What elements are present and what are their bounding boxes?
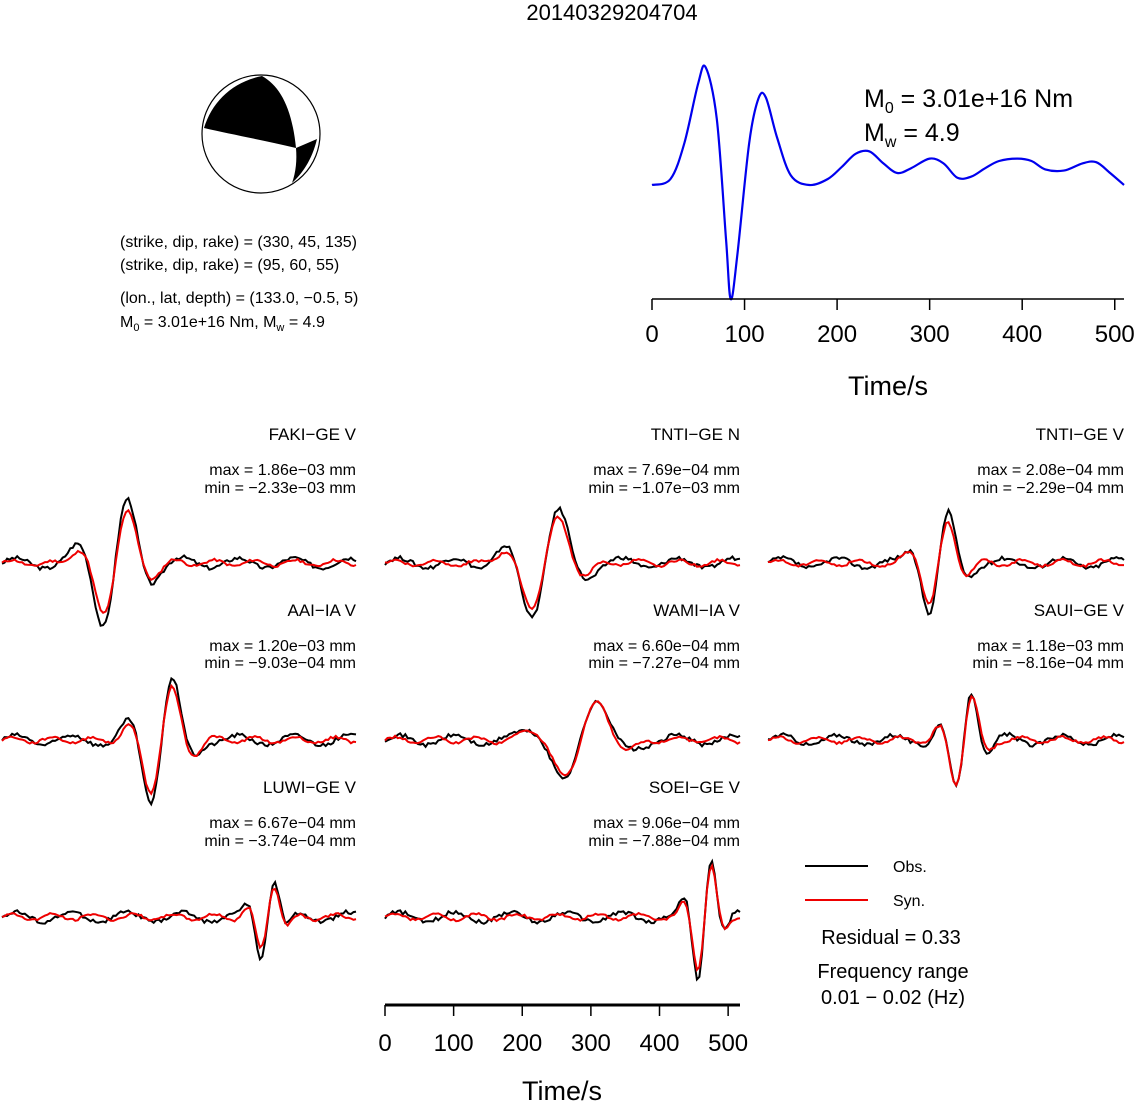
waveform-x-tick-label: 300: [571, 1030, 611, 1057]
station-min-amplitude: min = −1.07e−03 mm: [588, 480, 740, 497]
station-name: LUWI−GE V: [263, 778, 357, 797]
figure-title: 20140329204704: [526, 0, 697, 25]
station-max-amplitude: max = 1.20e−03 mm: [209, 638, 356, 655]
station-min-amplitude: min = −9.03e−04 mm: [204, 655, 356, 672]
waveform-x-ticks: 0 100 200 300 400 500: [378, 1005, 748, 1057]
station-max-amplitude: max = 9.06e−04 mm: [593, 815, 740, 832]
stf-x-tick-label: 100: [725, 321, 765, 348]
nodal-plane-1: (strike, dip, rake) = (330, 45, 135): [120, 234, 357, 251]
moment-magnitude-line: M0 = 3.01e+16 Nm, Mw = 4.9: [120, 314, 325, 334]
residual-label: Residual = 0.33: [821, 927, 961, 949]
station-max-amplitude: max = 6.67e−04 mm: [209, 815, 356, 832]
station-name: AAI−IA V: [287, 601, 356, 620]
station-max-amplitude: max = 1.86e−03 mm: [209, 462, 356, 479]
stf-x-tick-label: 500: [1095, 321, 1135, 348]
stf-line: [651, 64, 1125, 301]
event-location: (lon., lat, depth) = (133.0, −0.5, 5): [120, 290, 358, 307]
stf-x-tick-label: 200: [817, 321, 857, 348]
beachball-compression-quadrant: [204, 76, 296, 148]
station-name: TNTI−GE N: [651, 425, 740, 444]
station-min-amplitude: min = −2.33e−03 mm: [204, 480, 356, 497]
waveform-x-tick-label: 100: [434, 1030, 474, 1057]
station-name: TNTI−GE V: [1036, 425, 1125, 444]
legend-syn-label: Syn.: [893, 893, 925, 910]
synthetic-waveform: [767, 694, 1125, 788]
station-name: WAMI−IA V: [653, 601, 740, 620]
waveform-x-tick-label: 200: [502, 1030, 542, 1057]
stf-x-tick-label: 300: [910, 321, 950, 348]
station-min-amplitude: min = −2.29e−04 mm: [972, 480, 1124, 497]
focal-mechanism-beachball: [201, 74, 321, 194]
frequency-range-label: Frequency range: [817, 961, 968, 983]
stf-x-axis-label: Time/s: [848, 371, 928, 401]
synthetic-waveform: [384, 862, 741, 973]
stf-x-ticks: 0 100 200 300 400 500: [645, 299, 1135, 348]
legend: Obs. Syn.: [805, 859, 927, 910]
frequency-range-value: 0.01 − 0.02 (Hz): [821, 987, 965, 1009]
station-min-amplitude: min = −3.74e−04 mm: [204, 833, 356, 850]
legend-obs-label: Obs.: [893, 859, 927, 876]
station-max-amplitude: max = 7.69e−04 mm: [593, 462, 740, 479]
waveform-x-tick-label: 500: [708, 1030, 748, 1057]
station-min-amplitude: min = −7.27e−04 mm: [588, 655, 740, 672]
synthetic-waveform: [384, 700, 741, 777]
stf-x-tick-label: 400: [1002, 321, 1042, 348]
observed-waveform: [1, 879, 357, 962]
station-min-amplitude: min = −7.88e−04 mm: [588, 833, 740, 850]
station-max-amplitude: max = 2.08e−04 mm: [977, 462, 1124, 479]
station-max-amplitude: max = 6.60e−04 mm: [593, 638, 740, 655]
source-time-function-panel: M0 = 3.01e+16 Nm Mw = 4.9 0 100 200 300 400 5…: [645, 64, 1135, 401]
observed-waveform: [1, 676, 357, 807]
waveform-x-axis-label: Time/s: [522, 1076, 602, 1106]
nodal-plane-2: (strike, dip, rake) = (95, 60, 55): [120, 257, 339, 274]
waveform-time-axis: 0 100 200 300 400 500 Time/s: [378, 1003, 748, 1106]
stf-mw-label: Mw = 4.9: [864, 119, 960, 151]
synthetic-waveform: [767, 520, 1124, 605]
synthetic-waveform: [1, 683, 357, 796]
waveform-x-tick-label: 400: [639, 1030, 679, 1057]
synthetic-waveform: [384, 515, 741, 611]
stf-m0-label: M0 = 3.01e+16 Nm: [864, 85, 1073, 117]
synthetic-waveform: [1, 887, 357, 950]
station-name: SAUI−GE V: [1034, 601, 1125, 620]
waveform-x-tick-label: 0: [378, 1030, 391, 1057]
mechanism-info: (strike, dip, rake) = (330, 45, 135) (st…: [120, 234, 358, 334]
observed-waveform: [384, 858, 741, 982]
station-name: SOEI−GE V: [649, 778, 741, 797]
stf-x-tick-label: 0: [645, 321, 658, 348]
station-max-amplitude: max = 1.18e−03 mm: [977, 638, 1124, 655]
station-name: FAKI−GE V: [269, 425, 357, 444]
beachball-compression-quadrant-2: [292, 139, 317, 183]
synthetic-waveform: [1, 508, 357, 615]
station-min-amplitude: min = −8.16e−04 mm: [972, 655, 1124, 672]
